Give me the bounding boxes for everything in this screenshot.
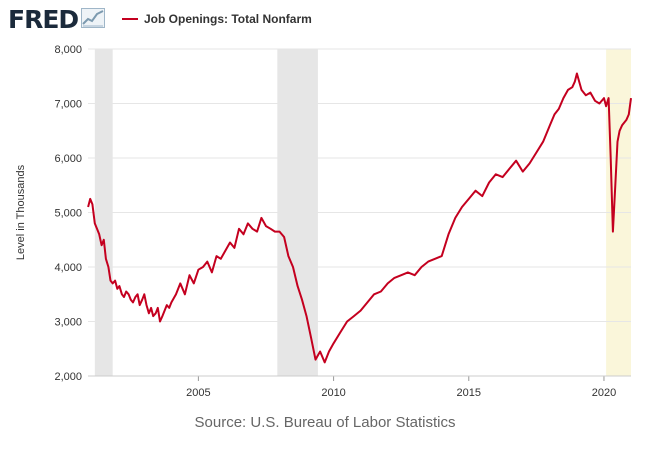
y-tick-label: 8,000 — [54, 44, 82, 56]
x-tick-label: 2015 — [457, 387, 481, 399]
legend-line-swatch — [122, 18, 138, 20]
fred-logo-text: FRED — [8, 5, 79, 34]
series-line-0 — [87, 72, 632, 364]
x-tick-label: 2005 — [186, 387, 210, 399]
legend-series-label: Job Openings: Total Nonfarm — [144, 12, 312, 26]
source-note: Source: U.S. Bureau of Labor Statistics — [194, 414, 456, 431]
x-tick-label: 2010 — [321, 387, 345, 399]
chart-legend[interactable]: Job Openings: Total Nonfarm — [122, 12, 312, 26]
y-tick-label: 3,000 — [54, 317, 82, 329]
y-tick-label: 4,000 — [54, 262, 82, 274]
y-tick-label: 5,000 — [54, 208, 82, 220]
y-axis-label: Level in Thousands — [15, 164, 27, 260]
line-chart: 2,000 3,000 4,000 5,000 6,000 7,000 8,000 2005 2… — [15, 44, 632, 399]
fred-logo[interactable]: FRED — [8, 5, 106, 34]
y-tick-label: 6,000 — [54, 153, 82, 165]
y-tick-label: 2,000 — [54, 371, 82, 383]
chart-header: FRED Job Openings: Total Nonfarm — [8, 6, 638, 34]
x-tick-label: 2020 — [592, 387, 616, 399]
y-tick-label: 7,000 — [54, 99, 82, 111]
trend-line-chart-icon — [81, 7, 106, 33]
